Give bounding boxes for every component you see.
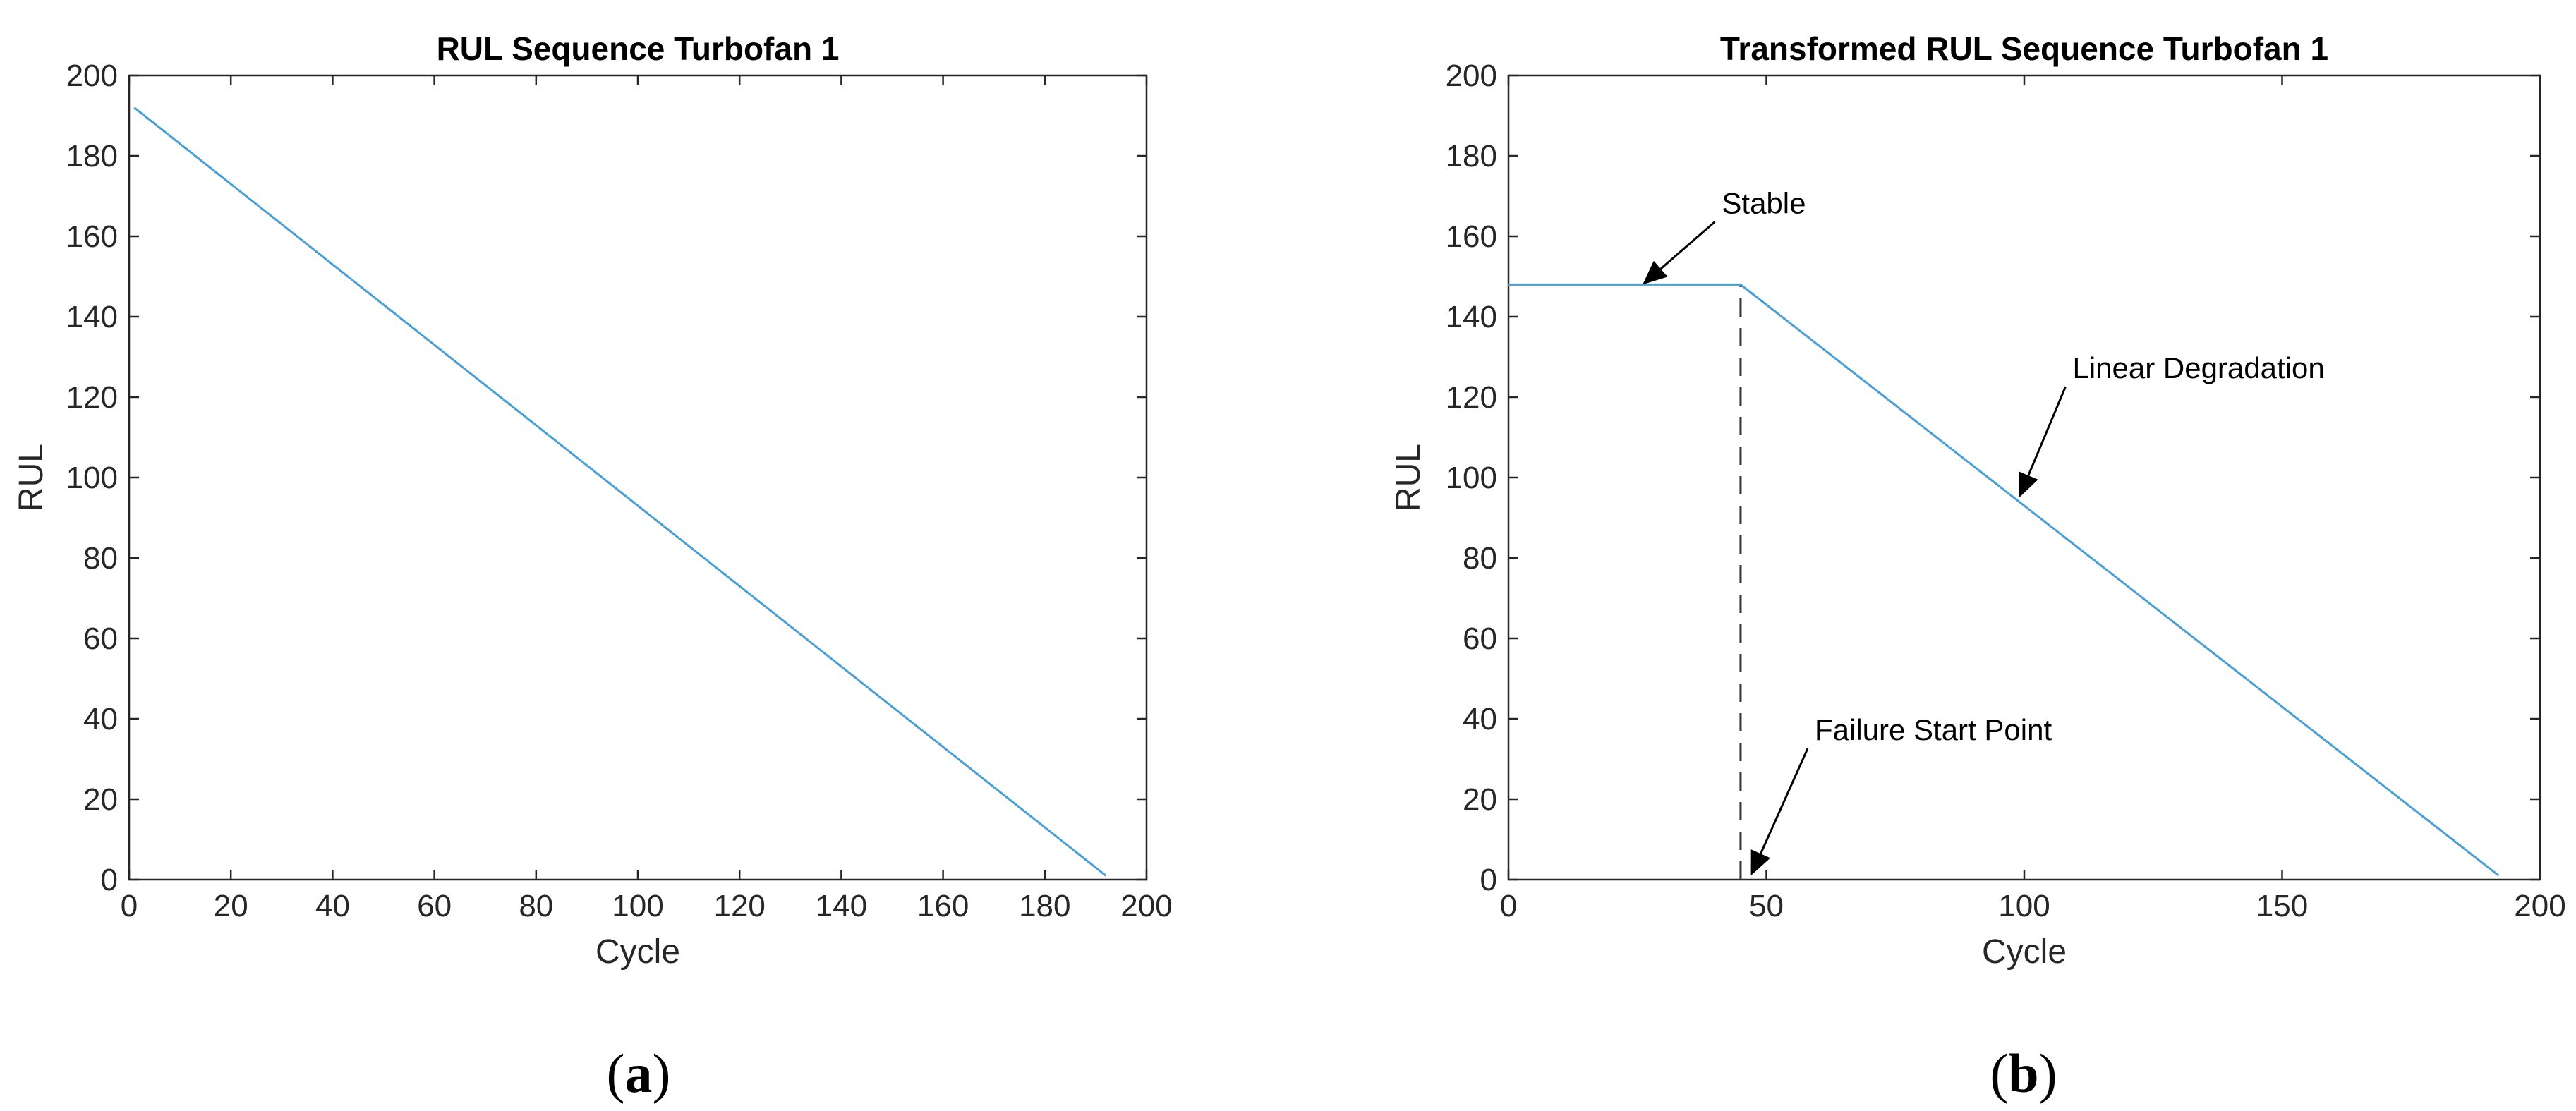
x-axis-label: Cycle <box>1982 933 2067 971</box>
y-tick-label: 40 <box>1463 702 1497 736</box>
panel-label: (b) <box>1990 1043 2057 1104</box>
y-tick-label: 60 <box>1463 621 1497 656</box>
x-tick-label: 120 <box>713 889 765 923</box>
y-tick-label: 20 <box>1463 782 1497 817</box>
annotation-failure-start-point-label: Failure Start Point <box>1815 713 2052 746</box>
y-tick-label: 200 <box>1446 59 1497 93</box>
panel-label-letter: b <box>2008 1043 2038 1104</box>
y-tick-label: 40 <box>83 702 118 736</box>
chart-transformed-rul-sequence: 0 50 100 150 200 0 20 40 60 80 100 120 140 160 180 200 T… <box>1390 30 2566 1104</box>
annotation-stable-arrow-shaft <box>1659 221 1716 270</box>
x-tick-label: 140 <box>816 889 867 923</box>
y-tick-label: 120 <box>1446 380 1497 415</box>
annotation-failure-start-point-arrow-shaft <box>1760 748 1809 854</box>
y-tick-label: 200 <box>66 59 118 93</box>
y-tick-label: 160 <box>66 219 118 254</box>
chart-rul-sequence: 0 20 40 60 80 100 120 140 160 180 200 0 20 40 60 80 100 1… <box>13 30 1173 1104</box>
x-tick-label: 150 <box>2256 889 2308 923</box>
annotation-stable-arrow-head <box>1643 260 1668 285</box>
x-tick-label: 200 <box>1120 889 1172 923</box>
panel-label-close: ) <box>2039 1043 2057 1104</box>
y-tick-label: 0 <box>1480 863 1497 897</box>
y-tick-label: 100 <box>66 461 118 495</box>
x-tick-label: 0 <box>1500 889 1517 923</box>
y-tick-label: 80 <box>83 541 118 576</box>
annotation-linear-degradation-arrow-head <box>2019 471 2038 498</box>
plot-area <box>128 74 1148 881</box>
panel-label-open: ( <box>607 1043 625 1104</box>
x-tick-label: 0 <box>121 889 138 923</box>
x-tick-label: 200 <box>2514 889 2565 923</box>
y-tick-label: 80 <box>1463 541 1497 576</box>
y-axis-label: RUL <box>13 444 50 511</box>
y-tick-label: 180 <box>1446 139 1497 174</box>
rul-series-line <box>1508 283 2500 877</box>
panel-label-open: ( <box>1990 1043 2008 1104</box>
x-tick-label: 180 <box>1019 889 1070 923</box>
x-tick-label: 80 <box>519 889 553 923</box>
y-tick-label: 140 <box>66 300 118 334</box>
y-tick-label: 60 <box>83 621 118 656</box>
x-tick-label: 100 <box>1998 889 2050 923</box>
panel-label-close: ) <box>653 1043 671 1104</box>
rul-series-line <box>133 107 1107 877</box>
panel-label: (a) <box>607 1043 671 1104</box>
annotation-failure-start-point-arrow-head <box>1750 849 1771 876</box>
annotation-linear-degradation-label: Linear Degradation <box>2072 351 2324 384</box>
x-tick-label: 20 <box>214 889 248 923</box>
chart-title: Transformed RUL Sequence Turbofan 1 <box>1720 30 2328 67</box>
chart-title: RUL Sequence Turbofan 1 <box>437 30 840 67</box>
annotation-stable-label: Stable <box>1722 187 1806 220</box>
x-axis-label: Cycle <box>595 933 680 971</box>
y-axis-label: RUL <box>1390 444 1427 511</box>
x-tick-label: 50 <box>1749 889 1784 923</box>
x-tick-label: 100 <box>612 889 663 923</box>
y-tick-label: 140 <box>1446 300 1497 334</box>
y-tick-label: 160 <box>1446 219 1497 254</box>
y-tick-label: 20 <box>83 782 118 817</box>
panel-label-letter: a <box>625 1043 653 1104</box>
y-tick-label: 100 <box>1446 461 1497 495</box>
y-tick-label: 180 <box>66 139 118 174</box>
x-tick-label: 160 <box>917 889 969 923</box>
y-tick-label: 120 <box>66 380 118 415</box>
annotation-linear-degradation-arrow-shaft <box>2027 386 2067 476</box>
x-tick-label: 40 <box>315 889 350 923</box>
y-tick-label: 0 <box>101 863 118 897</box>
x-tick-label: 60 <box>417 889 452 923</box>
